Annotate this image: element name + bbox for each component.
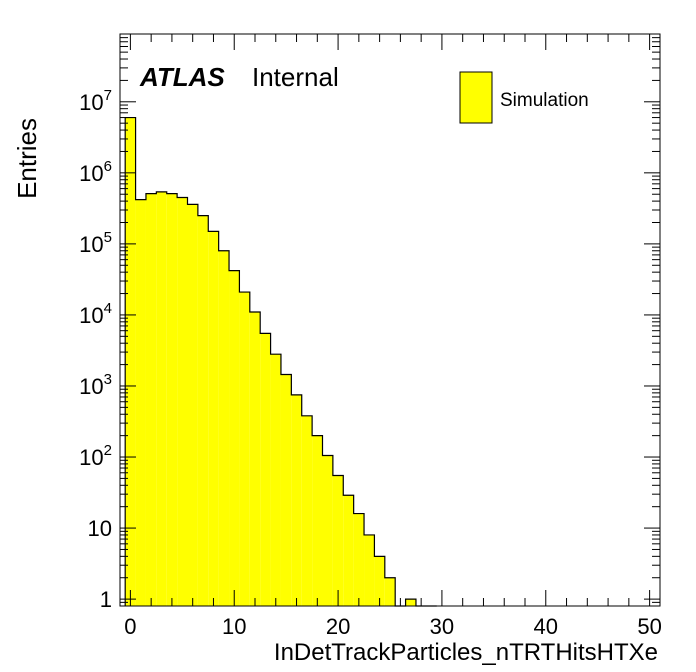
histogram-bar xyxy=(135,199,146,607)
histogram-bar xyxy=(353,513,365,606)
y-tick-label: 105 xyxy=(79,229,112,257)
histogram-bar xyxy=(218,250,230,606)
histogram-bar xyxy=(301,415,313,606)
histogram-bar xyxy=(260,333,271,606)
histogram-bar xyxy=(166,193,178,606)
histogram-bar xyxy=(249,311,261,606)
y-tick-label: 10 xyxy=(88,516,112,541)
histogram-outline xyxy=(124,116,437,607)
plot-frame xyxy=(119,33,661,607)
histogram-bars xyxy=(124,116,437,607)
histogram-bar xyxy=(177,197,188,607)
x-tick-label: 40 xyxy=(534,614,558,639)
histogram-bar xyxy=(270,354,281,606)
y-tick-label: 1 xyxy=(100,587,112,612)
histogram-bar xyxy=(384,577,396,606)
x-axis-ticks: 0 10 20 30 40 50 xyxy=(124,34,662,639)
y-tick-label: 106 xyxy=(79,158,112,186)
y-tick-label: 102 xyxy=(79,442,112,470)
y-axis-ticks: 1 10 102 103 104 105 106 107 xyxy=(79,33,660,612)
x-tick-label: 50 xyxy=(637,614,661,639)
histogram-bar xyxy=(312,435,323,606)
y-tick-label: 104 xyxy=(79,300,112,328)
y-axis-label: Entries xyxy=(12,118,42,199)
legend-entry-simulation: Simulation xyxy=(500,90,589,111)
histogram-bar xyxy=(405,599,416,606)
histogram-bar xyxy=(343,495,354,606)
histogram-bar xyxy=(322,455,333,606)
histogram-bar xyxy=(187,204,198,607)
histogram-bar xyxy=(156,191,167,606)
x-tick-label: 20 xyxy=(326,614,350,639)
atlas-internal-label: Internal xyxy=(252,62,339,92)
histogram-bar xyxy=(145,193,157,606)
atlas-label: ATLAS xyxy=(139,62,225,92)
x-tick-label: 10 xyxy=(222,614,246,639)
histogram-bar xyxy=(197,215,209,607)
histogram-bar xyxy=(374,556,385,606)
histogram-bar xyxy=(332,475,344,606)
histogram-bar xyxy=(364,534,375,606)
legend-swatch xyxy=(459,71,493,124)
histogram-bar xyxy=(229,270,240,606)
x-tick-label: 0 xyxy=(124,614,136,639)
histogram-bar xyxy=(239,292,250,606)
y-tick-label: 107 xyxy=(79,87,112,115)
histogram-bar xyxy=(280,374,292,606)
histogram-bar xyxy=(291,394,302,606)
x-tick-label: 30 xyxy=(430,614,454,639)
x-axis-label: InDetTrackParticles_nTRTHitsHTXe xyxy=(274,639,658,666)
histogram-bar xyxy=(125,117,136,606)
histogram-bar xyxy=(208,231,219,606)
y-tick-label: 103 xyxy=(79,371,112,399)
